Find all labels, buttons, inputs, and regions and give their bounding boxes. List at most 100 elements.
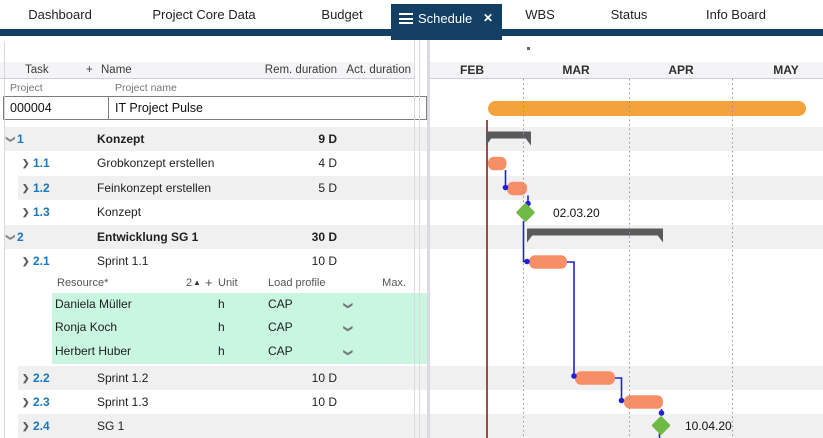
- gantt-milestone[interactable]: [516, 203, 536, 223]
- task-name: Grobkonzept erstellen: [97, 156, 215, 170]
- expand-chevron-icon[interactable]: ❯: [22, 372, 30, 383]
- task-id: 1.2: [33, 180, 50, 195]
- month-label-may: MAY: [773, 63, 799, 77]
- project-field-label: Project: [10, 82, 43, 94]
- month-label-mar: MAR: [562, 63, 590, 77]
- panel-splitter[interactable]: [427, 40, 430, 438]
- gantt-summary-tip: [525, 137, 531, 146]
- month-label-apr: APR: [668, 63, 694, 77]
- max-column-header[interactable]: Max.: [382, 277, 406, 289]
- resource-column-header[interactable]: Resource*: [57, 277, 109, 289]
- tab-dashboard[interactable]: Dashboard: [28, 7, 92, 22]
- task-id: 2.4: [33, 418, 50, 433]
- expand-chevron-icon[interactable]: ❯: [22, 182, 30, 193]
- dependency-dot: [658, 410, 665, 416]
- tab-status[interactable]: Status: [610, 7, 648, 22]
- gantt-milestone[interactable]: [651, 416, 671, 436]
- task-name: Sprint 1.3: [97, 394, 149, 409]
- task-name: Entwicklung SG 1: [97, 229, 199, 244]
- resource-unit: h: [218, 320, 225, 335]
- gantt-summary-tip: [527, 234, 533, 243]
- load-profile-column-header[interactable]: Load profile: [268, 277, 326, 289]
- task-rem-duration: 10 D: [311, 254, 337, 268]
- sort-order-label[interactable]: 2: [186, 277, 193, 289]
- dependency-dot: [571, 373, 577, 379]
- task-id: 2: [17, 229, 24, 244]
- gantt-summary-bar[interactable]: [486, 131, 531, 139]
- gantt-summary-tip: [657, 234, 663, 243]
- tab-wbs[interactable]: WBS: [525, 7, 555, 22]
- resource-rows-highlight: [52, 293, 429, 364]
- task-name: SG 1: [97, 418, 125, 433]
- resource-load-profile: CAP: [268, 343, 293, 358]
- task-name: Konzept: [97, 205, 142, 219]
- resource-load-profile: CAP: [268, 297, 293, 311]
- column-header-rem-duration[interactable]: Rem. duration: [264, 64, 337, 76]
- project-id-field[interactable]: 000004: [10, 101, 52, 115]
- column-header-act-duration[interactable]: Act. duration: [346, 64, 411, 76]
- panel-divider: [418, 40, 420, 438]
- task-row[interactable]: ❯ 2.2 Sprint 1.2 10 D: [0, 365, 823, 390]
- task-rem-duration: 5 D: [318, 180, 337, 195]
- resource-load-profile: CAP: [268, 320, 293, 335]
- unit-column-header[interactable]: Unit: [218, 277, 238, 289]
- task-rem-duration: 30 D: [311, 229, 337, 244]
- task-row[interactable]: ❯ 1.1 Grobkonzept erstellen 4 D: [0, 151, 823, 176]
- resource-unit: h: [218, 343, 225, 358]
- add-column-icon[interactable]: +: [86, 64, 93, 76]
- expand-chevron-icon[interactable]: ❯: [22, 158, 30, 168]
- resource-row[interactable]: Daniela Müller h CAP ❯: [52, 293, 429, 316]
- timeline-marker-dot: [527, 47, 530, 50]
- task-id: 1.1: [33, 156, 50, 170]
- task-id: 2.2: [33, 370, 50, 385]
- expand-chevron-icon[interactable]: ❯: [22, 420, 30, 431]
- task-row[interactable]: ❯ 2.4 SG 1: [0, 413, 823, 438]
- gantt-task-bar[interactable]: [624, 395, 663, 409]
- tab-budget[interactable]: Budget: [321, 7, 363, 22]
- column-header-task[interactable]: Task: [25, 64, 49, 76]
- gantt-task-bar[interactable]: [507, 181, 527, 196]
- tab-info-board[interactable]: Info Board: [706, 7, 766, 22]
- add-resource-icon[interactable]: +: [205, 275, 213, 290]
- task-name: Sprint 1.2: [97, 370, 149, 385]
- close-tab-icon[interactable]: ✕: [482, 11, 493, 25]
- task-rem-duration: 10 D: [311, 394, 337, 409]
- task-row[interactable]: ❯ 2.1 Sprint 1.1 10 D: [0, 249, 823, 274]
- table-header-band: Task + Name Rem. duration Act. duration: [0, 62, 415, 79]
- resource-row[interactable]: Ronja Koch h CAP ❯: [52, 316, 429, 339]
- gantt-bar-project[interactable]: [488, 101, 806, 116]
- gantt-task-bar[interactable]: [488, 156, 507, 171]
- expand-chevron-icon[interactable]: ❯: [22, 396, 30, 407]
- task-name: Sprint 1.1: [97, 254, 149, 268]
- menu-icon[interactable]: [399, 13, 413, 24]
- gantt-task-bar[interactable]: [529, 255, 567, 269]
- column-header-name[interactable]: Name: [101, 64, 132, 76]
- table-left-border: [4, 42, 5, 438]
- task-row[interactable]: ❯ 1.3 Konzept: [0, 200, 823, 225]
- resource-name: Herbert Huber: [55, 343, 132, 358]
- sort-asc-icon[interactable]: ▲: [193, 278, 201, 287]
- active-tab-label: Schedule: [418, 11, 473, 26]
- row-stripe: [18, 175, 823, 200]
- gantt-summary-bar[interactable]: [527, 228, 663, 236]
- dependency-dot: [524, 258, 530, 265]
- project-name-field[interactable]: IT Project Pulse: [108, 97, 426, 119]
- resource-row[interactable]: Herbert Huber h CAP ❯: [52, 340, 429, 363]
- task-name: Konzept: [97, 131, 145, 146]
- gantt-task-bar[interactable]: [575, 371, 615, 385]
- task-row[interactable]: ❯ 1.2 Feinkonzept erstellen 5 D: [0, 175, 823, 200]
- resource-name: Daniela Müller: [55, 297, 132, 311]
- dependency-dot: [502, 184, 509, 191]
- expand-chevron-icon[interactable]: ❯: [22, 207, 30, 217]
- tab-underline-bar: [0, 29, 823, 36]
- expand-chevron-icon[interactable]: ❯: [22, 256, 30, 266]
- task-rem-duration: 4 D: [318, 156, 337, 170]
- milestone-date-label: 10.04.20: [685, 418, 732, 433]
- tab-project-core-data[interactable]: Project Core Data: [152, 7, 256, 22]
- dependency-line: [567, 261, 575, 376]
- resource-name: Ronja Koch: [55, 320, 118, 335]
- task-name: Feinkonzept erstellen: [97, 180, 212, 195]
- dependency-line: [615, 377, 623, 400]
- task-id: 1: [17, 131, 24, 146]
- task-row[interactable]: ❯ 2.3 Sprint 1.3 10 D: [0, 390, 823, 414]
